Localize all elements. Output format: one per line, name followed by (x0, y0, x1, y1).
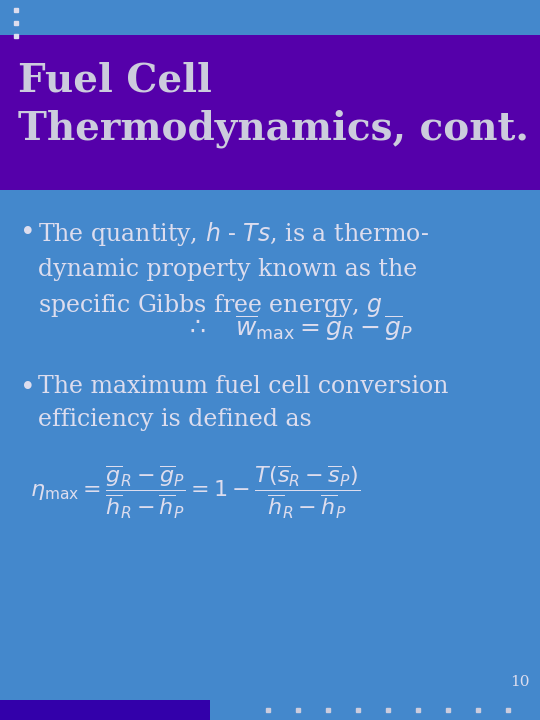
Text: The maximum fuel cell conversion
efficiency is defined as: The maximum fuel cell conversion efficie… (38, 375, 448, 431)
Text: $\eta_{\mathrm{max}} = \dfrac{\overline{g}_R - \overline{g}_P}{\overline{h}_R - : $\eta_{\mathrm{max}} = \dfrac{\overline{… (30, 463, 360, 521)
Text: •: • (20, 375, 36, 400)
Text: •: • (20, 220, 36, 245)
FancyBboxPatch shape (0, 35, 540, 190)
Text: $\therefore \quad \overline{w}_{\mathrm{max}} = \overline{g}_R - \overline{g}_P$: $\therefore \quad \overline{w}_{\mathrm{… (185, 313, 414, 343)
FancyBboxPatch shape (0, 700, 210, 720)
Text: Fuel Cell
Thermodynamics, cont.: Fuel Cell Thermodynamics, cont. (18, 61, 529, 148)
Text: 10: 10 (510, 675, 530, 689)
Text: The quantity, $h$ - $Ts$, is a thermo-
dynamic property known as the
specific Gi: The quantity, $h$ - $Ts$, is a thermo- d… (38, 220, 429, 319)
